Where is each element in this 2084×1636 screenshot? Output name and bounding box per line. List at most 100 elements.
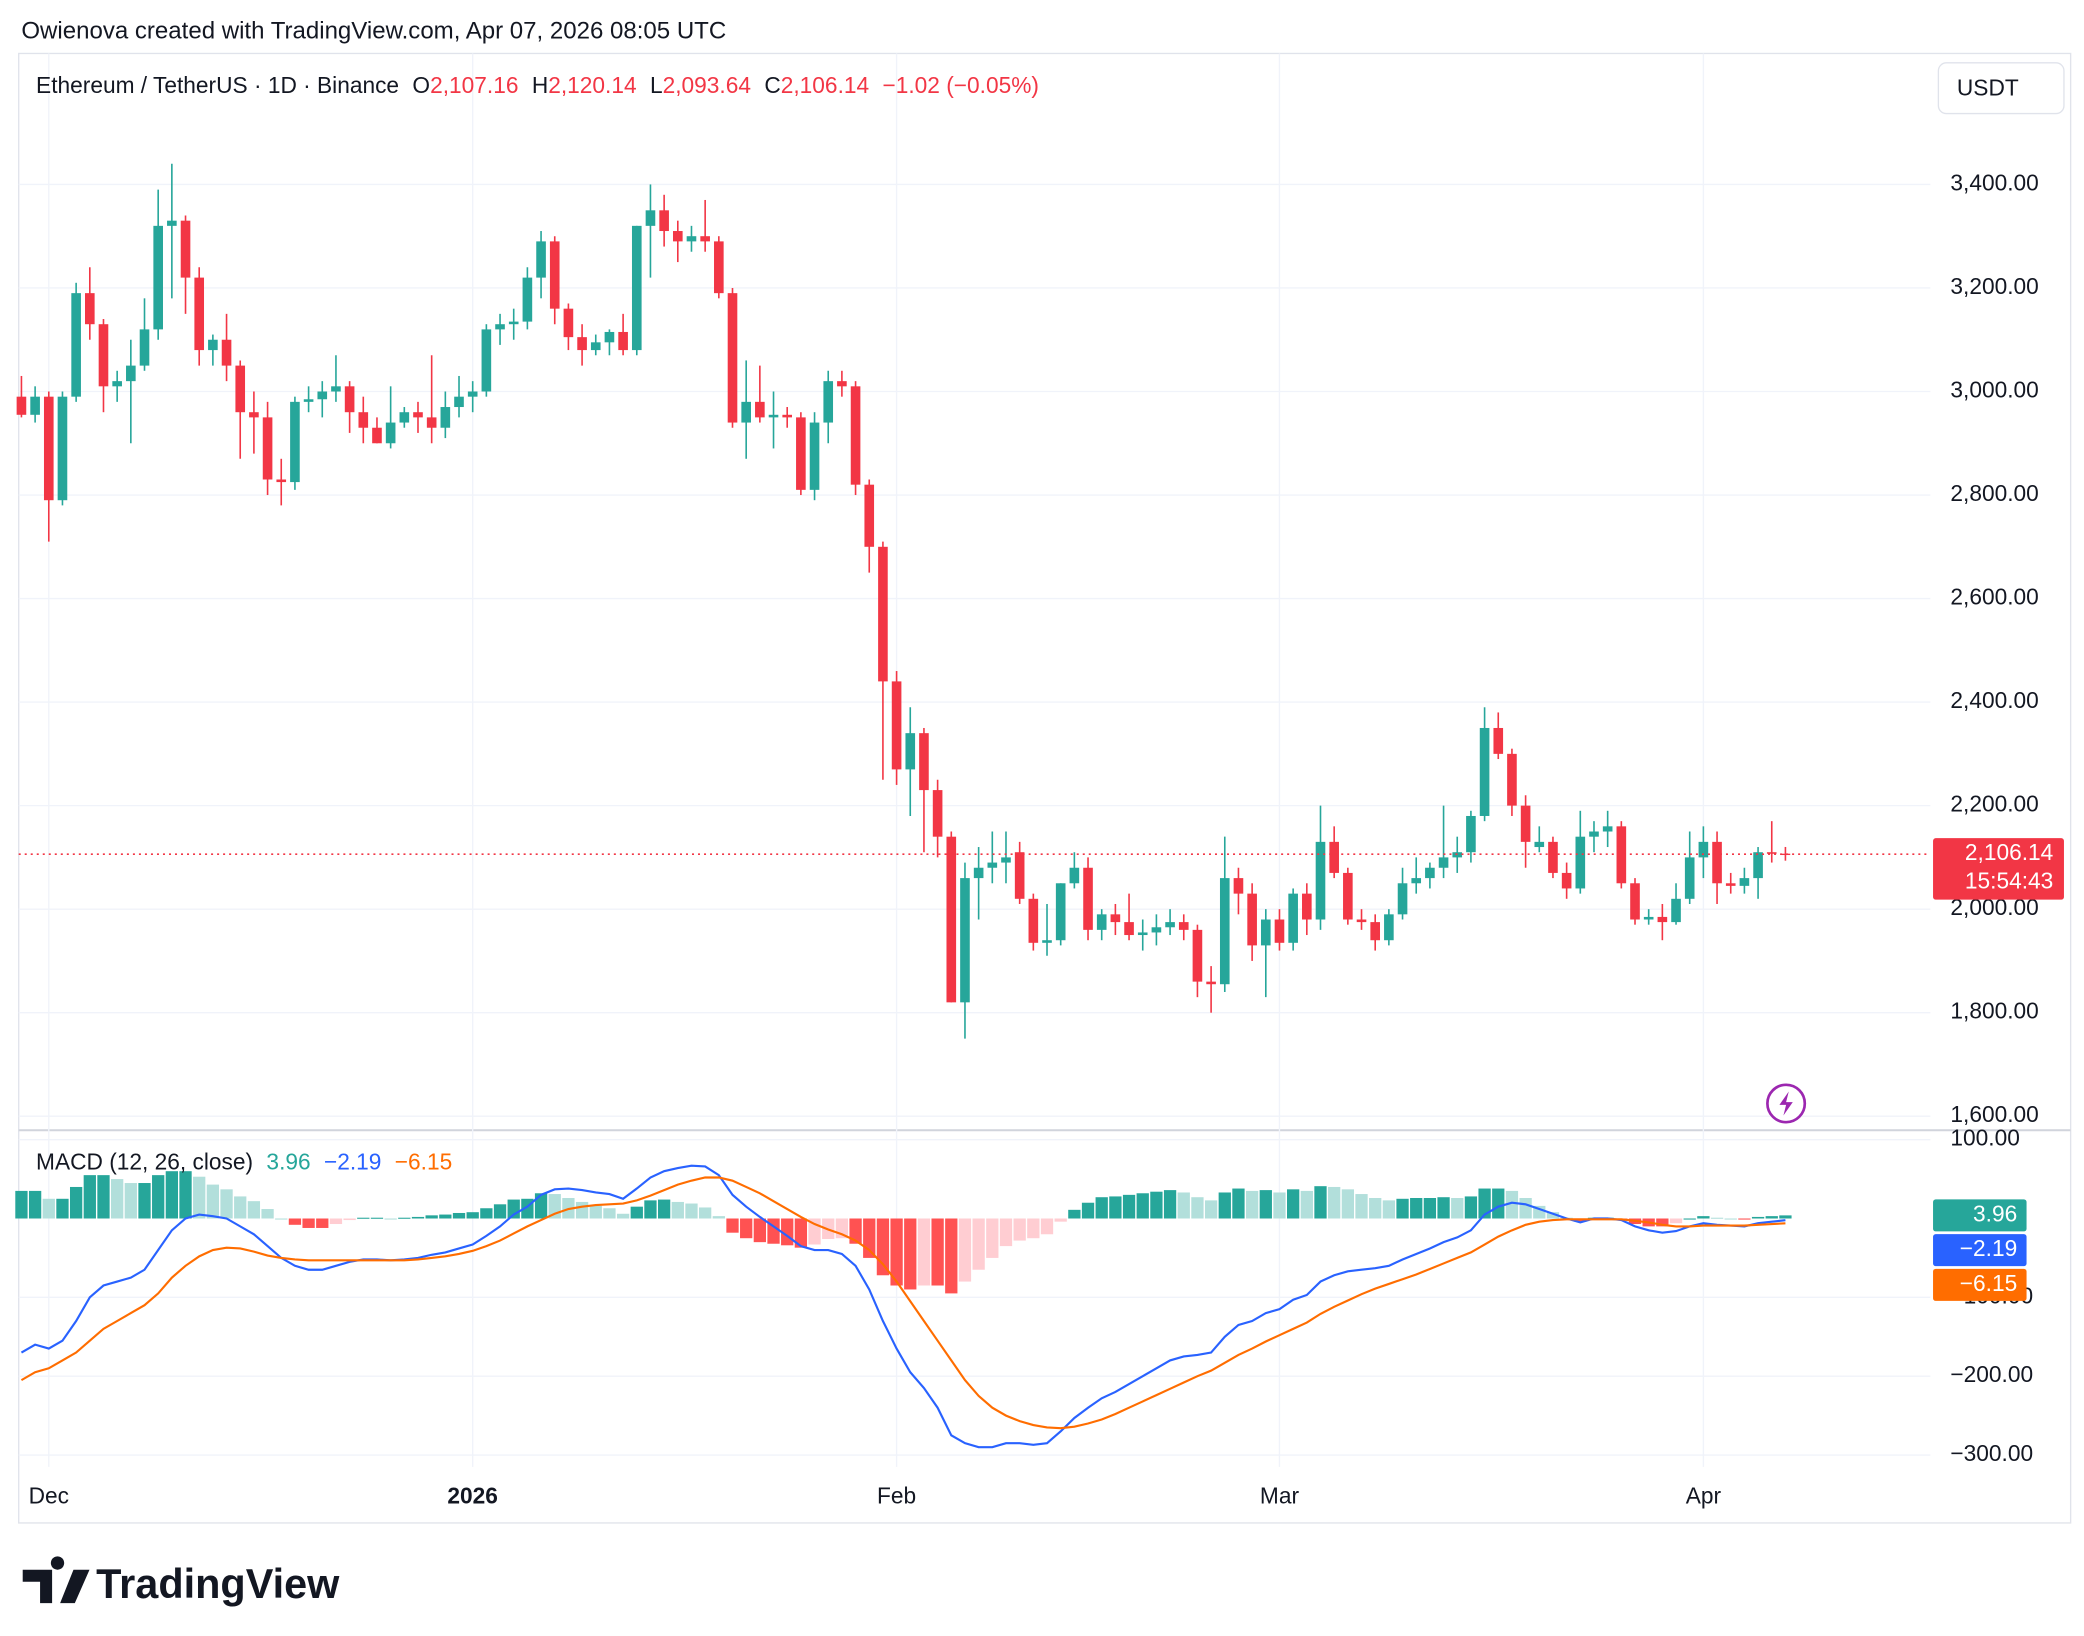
candle-body xyxy=(864,484,875,547)
candle-body xyxy=(331,386,341,392)
candle-body xyxy=(1302,893,1312,920)
candle-body xyxy=(57,396,68,501)
x-tick-label: Feb xyxy=(877,1483,916,1509)
candle-body xyxy=(1725,883,1736,886)
candle-body xyxy=(495,324,505,330)
candle-body xyxy=(399,412,410,423)
logo-mark xyxy=(22,1556,90,1604)
candle-body xyxy=(1507,753,1517,806)
histogram-bar xyxy=(1738,1218,1751,1220)
histogram-bar xyxy=(1191,1197,1204,1219)
histogram-bar xyxy=(986,1218,999,1258)
candle-body xyxy=(481,329,492,392)
histogram-bar xyxy=(370,1217,384,1219)
histogram-bar xyxy=(1423,1198,1437,1219)
histogram-bar xyxy=(1410,1198,1423,1219)
histogram-bar xyxy=(740,1218,753,1239)
candle-body xyxy=(1028,898,1039,943)
candle-body xyxy=(1780,853,1791,856)
alert-icon[interactable] xyxy=(1766,1083,1807,1124)
histogram-bar xyxy=(1328,1186,1341,1219)
candle-body xyxy=(1548,841,1558,873)
histogram-bar xyxy=(384,1218,397,1220)
y-tick-label: 2,200.00 xyxy=(1950,791,2038,817)
histogram-bar xyxy=(165,1171,179,1219)
macd-value-label: 3.96 xyxy=(1973,1200,2017,1226)
histogram-bar xyxy=(1095,1197,1108,1219)
candle-body xyxy=(686,236,697,242)
histogram-bar xyxy=(726,1218,739,1233)
candle-body xyxy=(1206,981,1216,985)
candle-body xyxy=(1766,852,1777,854)
histogram-bar xyxy=(56,1198,69,1219)
countdown: 15:54:43 xyxy=(1965,867,2053,893)
histogram-bar xyxy=(466,1212,479,1219)
candle-body xyxy=(590,342,601,351)
candle-body xyxy=(1739,878,1750,886)
candle-body xyxy=(71,293,81,397)
histogram-bar xyxy=(452,1212,466,1219)
candle-body xyxy=(344,386,355,413)
candle-body xyxy=(1356,919,1367,923)
histogram-bar xyxy=(1245,1190,1259,1219)
histogram-bar xyxy=(1492,1188,1505,1219)
histogram-bar xyxy=(288,1218,302,1225)
y-tick-label: 3,400.00 xyxy=(1950,169,2038,195)
histogram-bar xyxy=(1314,1186,1327,1219)
histogram-bar xyxy=(931,1218,944,1286)
candle-body xyxy=(1671,898,1681,923)
histogram-bar xyxy=(411,1216,425,1219)
ohlc-name: L xyxy=(650,72,663,98)
candle-body xyxy=(1602,826,1613,832)
candle-body xyxy=(618,331,628,351)
candle-body xyxy=(1343,872,1353,920)
y-tick-label: 1,600.00 xyxy=(1950,1101,2038,1127)
candle-body xyxy=(1247,893,1257,946)
candle-body xyxy=(536,241,546,278)
candle-body xyxy=(1274,919,1285,943)
currency[interactable]: USDT xyxy=(1957,75,2019,101)
histogram-bar xyxy=(1150,1191,1163,1219)
candle-body xyxy=(700,236,710,242)
candle-body xyxy=(932,790,943,837)
candle-body xyxy=(317,391,328,400)
candle-body xyxy=(946,836,957,1003)
histogram-bar xyxy=(1273,1192,1286,1219)
last-price-label: 2,106.14 xyxy=(1965,839,2053,865)
histogram-bar xyxy=(247,1201,261,1219)
histogram-bar xyxy=(1505,1190,1519,1219)
alert-bolt[interactable] xyxy=(1779,1091,1793,1116)
candle-body xyxy=(1698,841,1709,858)
ohlc-value: 2,120.14 xyxy=(548,72,636,98)
y-tick-label: 2,800.00 xyxy=(1950,480,2038,506)
histogram-bar xyxy=(69,1186,83,1219)
macd-line xyxy=(20,1164,1786,1449)
histogram-bar xyxy=(1040,1218,1054,1235)
histogram-bar xyxy=(575,1201,589,1219)
histogram-bar xyxy=(849,1218,862,1244)
candle-body xyxy=(153,225,163,330)
macd-title: MACD (12, 26, close) xyxy=(36,1149,253,1175)
histogram-bar xyxy=(1300,1190,1313,1219)
histogram-bar xyxy=(1464,1196,1478,1219)
candle-body xyxy=(1466,815,1476,853)
histogram-bar xyxy=(206,1184,220,1219)
histogram-bar xyxy=(644,1200,657,1219)
candle-body xyxy=(1630,883,1640,920)
y-tick-label: 100.00 xyxy=(1950,1125,2019,1151)
histogram-bar xyxy=(329,1218,343,1225)
candle-body xyxy=(755,401,765,418)
candle-body xyxy=(1479,727,1490,816)
last-price-tag xyxy=(1933,838,2064,900)
change: −1.02 (−0.05%) xyxy=(882,72,1039,98)
histogram-bar xyxy=(493,1204,507,1219)
candle-body xyxy=(1438,857,1449,868)
candle-body xyxy=(1288,893,1298,943)
x-tick-label: Mar xyxy=(1260,1483,1300,1509)
candle-body xyxy=(1233,878,1244,894)
histogram-bar xyxy=(657,1199,671,1219)
histogram-bar xyxy=(712,1216,725,1219)
legend: Ethereum / TetherUS · 1D · Binance O2,107… xyxy=(36,72,1039,98)
candle-body xyxy=(1493,727,1504,754)
currency-button[interactable] xyxy=(1937,62,2065,115)
